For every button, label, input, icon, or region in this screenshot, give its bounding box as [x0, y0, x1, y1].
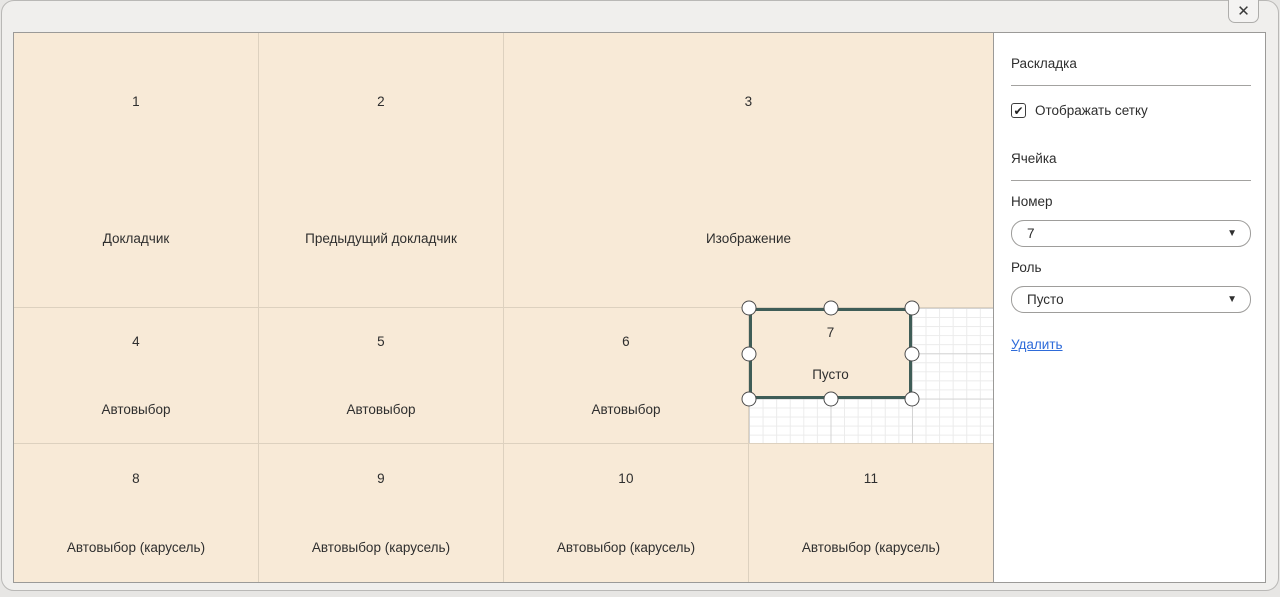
cell-number-select[interactable]: 7 ▼ — [1011, 220, 1251, 247]
resize-handle-n[interactable] — [823, 300, 838, 316]
role-field-label: Роль — [1011, 260, 1042, 275]
layout-cell-11[interactable]: 11 Автовыбор (карусель) — [749, 444, 993, 582]
cell-number: 3 — [744, 94, 753, 109]
cell-role: Автовыбор (карусель) — [66, 540, 206, 555]
cell-section-title: Ячейка — [1011, 151, 1057, 166]
cell-role: Предыдущий докладчик — [305, 231, 457, 246]
number-field-label: Номер — [1011, 194, 1053, 209]
layout-canvas: 1 Докладчик 2 Предыдущий докладчик 3 Изо… — [14, 33, 994, 582]
cell-role-select[interactable]: Пусто ▼ — [1011, 286, 1251, 313]
resize-handle-nw[interactable] — [741, 300, 757, 316]
delete-cell-link[interactable]: Удалить — [1011, 337, 1063, 352]
resize-handle-w[interactable] — [741, 346, 757, 361]
cell-role: Пусто — [812, 367, 849, 383]
layout-cell-5[interactable]: 5 Автовыбор — [259, 308, 504, 444]
cell-role: Изображение — [705, 231, 792, 246]
cell-number: 1 — [132, 94, 140, 109]
divider — [1011, 180, 1251, 181]
cell-role: Докладчик — [102, 231, 170, 246]
layout-cell-7-selected[interactable]: 7 Пусто — [749, 308, 912, 399]
resize-handle-s[interactable] — [823, 391, 838, 407]
cell-number-select-value: 7 — [1027, 226, 1035, 241]
cell-number: 10 — [618, 471, 634, 486]
cell-number: 8 — [132, 471, 140, 486]
cell-role: Автовыбор (карусель) — [801, 540, 941, 555]
layout-cell-8[interactable]: 8 Автовыбор (карусель) — [14, 444, 259, 582]
cell-number: 5 — [377, 334, 385, 350]
layout-cell-10[interactable]: 10 Автовыбор (карусель) — [504, 444, 749, 582]
resize-handle-se[interactable] — [904, 391, 920, 407]
layout-cell-9[interactable]: 9 Автовыбор (карусель) — [259, 444, 504, 582]
chevron-down-icon: ▼ — [1227, 294, 1237, 305]
divider — [1011, 85, 1251, 86]
cell-role: Автовыбор — [101, 401, 171, 417]
show-grid-label[interactable]: Отображать сетку — [1035, 103, 1148, 118]
close-button[interactable]: ✕ — [1228, 0, 1259, 23]
cell-role-select-value: Пусто — [1027, 292, 1064, 307]
layout-cell-3[interactable]: 3 Изображение — [504, 33, 993, 308]
layout-cell-2[interactable]: 2 Предыдущий докладчик — [259, 33, 504, 308]
layout-section-title: Раскладка — [1011, 56, 1077, 71]
chevron-down-icon: ▼ — [1227, 228, 1237, 239]
cell-role: Автовыбор (карусель) — [311, 540, 451, 555]
cell-number: 2 — [377, 94, 385, 109]
show-grid-checkbox-row[interactable]: ✔ Отображать сетку — [1011, 103, 1251, 118]
layout-cell-1[interactable]: 1 Докладчик — [14, 33, 259, 308]
checkmark-icon: ✔ — [1013, 103, 1024, 118]
resize-handle-sw[interactable] — [741, 391, 757, 407]
cell-number: 9 — [377, 471, 385, 486]
show-grid-checkbox[interactable]: ✔ — [1011, 103, 1026, 118]
cell-number: 6 — [622, 334, 630, 350]
cell-role: Автовыбор — [346, 401, 416, 417]
close-icon: ✕ — [1237, 3, 1250, 20]
cell-role: Автовыбор — [591, 401, 661, 417]
layout-editor: 1 Докладчик 2 Предыдущий докладчик 3 Изо… — [13, 32, 1266, 583]
layout-cell-4[interactable]: 4 Автовыбор — [14, 308, 259, 444]
resize-handle-e[interactable] — [904, 346, 920, 361]
selection-handles — [741, 300, 920, 407]
resize-handle-ne[interactable] — [904, 300, 920, 316]
cell-number: 7 — [826, 324, 835, 340]
cell-number: 4 — [132, 334, 140, 350]
grid-background-area[interactable]: 7 Пусто — [741, 300, 993, 444]
settings-panel: Раскладка ✔ Отображать сетку Ячейка Номе… — [994, 33, 1265, 582]
layout-cell-6[interactable]: 6 Автовыбор — [504, 308, 749, 444]
cell-number: 11 — [863, 471, 879, 486]
cell-role: Автовыбор (карусель) — [556, 540, 696, 555]
